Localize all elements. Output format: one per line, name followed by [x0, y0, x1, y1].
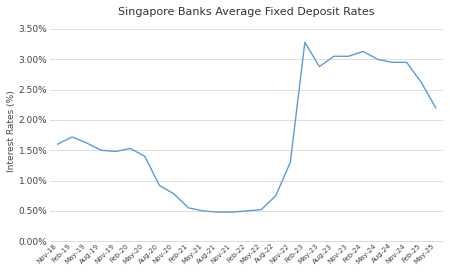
Title: Singapore Banks Average Fixed Deposit Rates: Singapore Banks Average Fixed Deposit Ra… — [118, 7, 375, 17]
Y-axis label: Interest Rates (%): Interest Rates (%) — [7, 90, 16, 172]
